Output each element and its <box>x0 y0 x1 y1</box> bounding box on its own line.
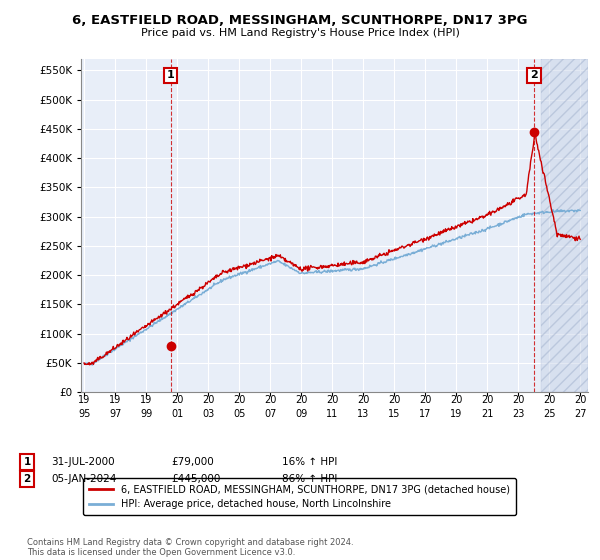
Bar <box>541 59 588 392</box>
Text: 11: 11 <box>326 409 338 419</box>
Text: 95: 95 <box>78 409 90 419</box>
Text: 31-JUL-2000: 31-JUL-2000 <box>51 457 115 467</box>
Text: 20: 20 <box>264 395 277 405</box>
Text: 2: 2 <box>530 71 538 81</box>
Text: 19: 19 <box>109 395 121 405</box>
Text: 97: 97 <box>109 409 121 419</box>
Text: 19: 19 <box>450 409 463 419</box>
Text: 20: 20 <box>202 395 214 405</box>
Text: 19: 19 <box>78 395 90 405</box>
Text: 20: 20 <box>512 395 524 405</box>
Text: 19: 19 <box>140 395 152 405</box>
Text: 6, EASTFIELD ROAD, MESSINGHAM, SCUNTHORPE, DN17 3PG: 6, EASTFIELD ROAD, MESSINGHAM, SCUNTHORP… <box>72 14 528 27</box>
Text: 20: 20 <box>388 395 400 405</box>
Text: 20: 20 <box>171 395 184 405</box>
Text: 20: 20 <box>419 395 431 405</box>
Text: 20: 20 <box>326 395 338 405</box>
Text: 13: 13 <box>357 409 370 419</box>
Text: 20: 20 <box>357 395 370 405</box>
Text: 1: 1 <box>167 71 175 81</box>
Text: 01: 01 <box>171 409 183 419</box>
Text: 20: 20 <box>481 395 493 405</box>
Text: 20: 20 <box>233 395 245 405</box>
Text: 05: 05 <box>233 409 245 419</box>
Text: 27: 27 <box>574 409 586 419</box>
Text: 07: 07 <box>264 409 277 419</box>
Text: £79,000: £79,000 <box>171 457 214 467</box>
Legend: 6, EASTFIELD ROAD, MESSINGHAM, SCUNTHORPE, DN17 3PG (detached house), HPI: Avera: 6, EASTFIELD ROAD, MESSINGHAM, SCUNTHORP… <box>83 478 516 515</box>
Text: 17: 17 <box>419 409 431 419</box>
Text: 20: 20 <box>543 395 556 405</box>
Text: 25: 25 <box>543 409 556 419</box>
Text: 20: 20 <box>295 395 307 405</box>
Text: 86% ↑ HPI: 86% ↑ HPI <box>282 474 337 484</box>
Text: Price paid vs. HM Land Registry's House Price Index (HPI): Price paid vs. HM Land Registry's House … <box>140 28 460 38</box>
Text: 2: 2 <box>23 474 31 484</box>
Text: 99: 99 <box>140 409 152 419</box>
Text: 03: 03 <box>202 409 214 419</box>
Text: 15: 15 <box>388 409 400 419</box>
Text: 09: 09 <box>295 409 307 419</box>
Text: 16% ↑ HPI: 16% ↑ HPI <box>282 457 337 467</box>
Text: 23: 23 <box>512 409 524 419</box>
Text: 1: 1 <box>23 457 31 467</box>
Text: £445,000: £445,000 <box>171 474 220 484</box>
Text: 20: 20 <box>574 395 586 405</box>
Text: 20: 20 <box>450 395 463 405</box>
Text: 05-JAN-2024: 05-JAN-2024 <box>51 474 116 484</box>
Text: 21: 21 <box>481 409 493 419</box>
Text: Contains HM Land Registry data © Crown copyright and database right 2024.
This d: Contains HM Land Registry data © Crown c… <box>27 538 353 557</box>
